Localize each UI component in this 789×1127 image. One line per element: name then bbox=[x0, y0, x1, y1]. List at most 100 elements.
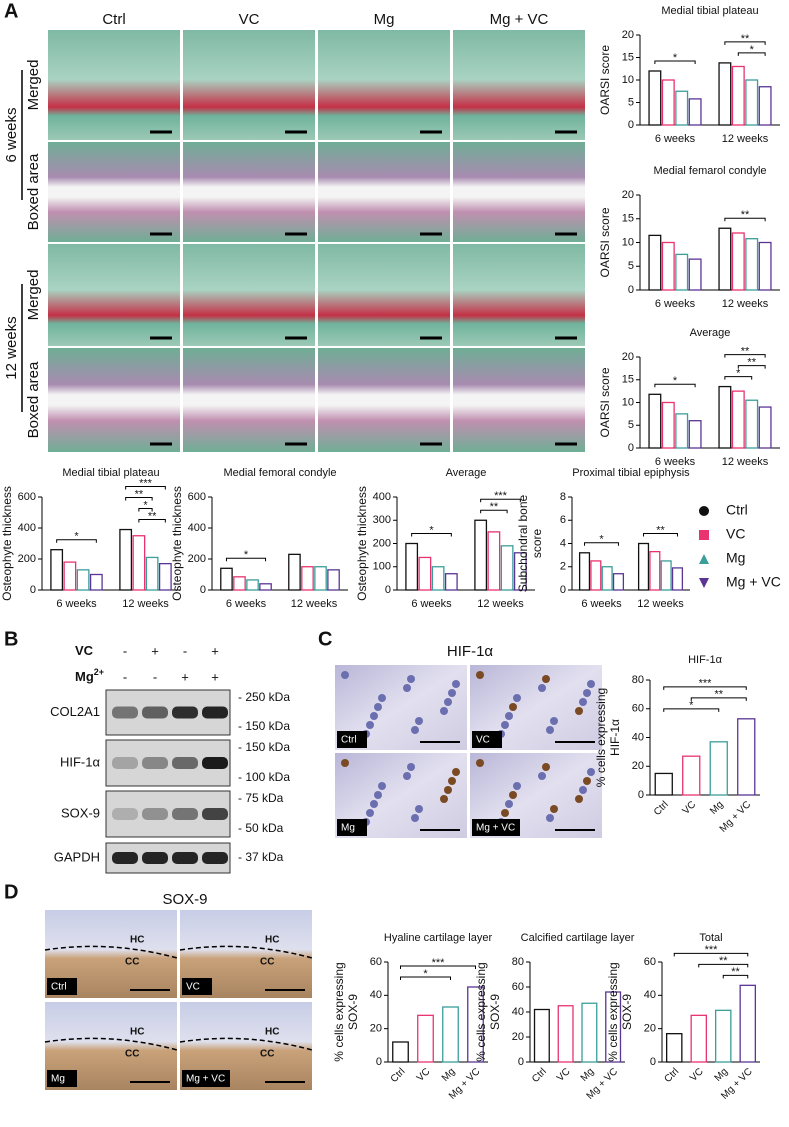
blot-band bbox=[112, 706, 138, 719]
cell-nucleus bbox=[341, 759, 349, 767]
significance-label: *** bbox=[139, 477, 153, 489]
x-tick-label: Mg bbox=[440, 1066, 458, 1084]
cell-nucleus bbox=[575, 707, 583, 715]
bar bbox=[745, 79, 759, 126]
bar bbox=[500, 545, 514, 591]
cell-nucleus bbox=[415, 717, 423, 725]
micrograph bbox=[318, 142, 450, 242]
cell-nucleus bbox=[575, 795, 583, 803]
cell-nucleus bbox=[513, 782, 521, 790]
bar bbox=[612, 573, 625, 591]
chart-title: Proximal tibial epiphysis bbox=[572, 467, 690, 479]
significance-bracket bbox=[724, 376, 753, 380]
bar bbox=[649, 550, 661, 591]
bar bbox=[739, 984, 756, 1063]
bar bbox=[418, 556, 432, 591]
micrograph bbox=[453, 30, 585, 140]
y-tick-label: 400 bbox=[373, 491, 391, 503]
bar bbox=[718, 227, 732, 291]
treatment-superscript: 2+ bbox=[94, 667, 104, 677]
chart-title: Medial femoral condyle bbox=[223, 467, 336, 479]
legend-marker bbox=[699, 530, 709, 540]
blot-band bbox=[202, 757, 228, 769]
legend-marker bbox=[699, 554, 709, 564]
panel-label: D bbox=[4, 881, 18, 903]
layer-label: HC bbox=[265, 935, 279, 946]
bar bbox=[301, 566, 314, 591]
bar bbox=[557, 1005, 574, 1063]
bar bbox=[50, 549, 64, 591]
image-label-box bbox=[337, 819, 367, 836]
y-tick-label: 2 bbox=[560, 561, 566, 573]
cell-nucleus bbox=[444, 786, 452, 794]
panel-label: C bbox=[318, 628, 332, 650]
cell-nucleus bbox=[538, 684, 546, 692]
x-tick-label: 12 weeks bbox=[477, 598, 524, 610]
x-tick-label: 12 weeks bbox=[722, 298, 769, 310]
cell-nucleus bbox=[579, 786, 587, 794]
cell-nucleus bbox=[583, 689, 591, 697]
blot-band bbox=[172, 852, 198, 864]
blot-band bbox=[112, 852, 138, 864]
x-tick-label: VC bbox=[688, 1066, 706, 1084]
y-tick-label: 60 bbox=[370, 956, 382, 968]
image-label: VC bbox=[186, 982, 200, 993]
bar bbox=[675, 90, 689, 126]
column-header: VC bbox=[239, 11, 260, 28]
significance-label: * bbox=[736, 367, 741, 379]
cell-nucleus bbox=[505, 800, 513, 808]
treatment-label: Mg2+ bbox=[75, 667, 104, 684]
bar bbox=[718, 62, 732, 126]
bar bbox=[581, 1002, 598, 1063]
cell-nucleus bbox=[415, 805, 423, 813]
cell-nucleus bbox=[366, 721, 374, 729]
panel-label: A bbox=[4, 0, 18, 22]
bar bbox=[661, 241, 675, 291]
image-label-box bbox=[472, 819, 520, 836]
significance-bracket bbox=[480, 498, 521, 503]
cell-nucleus bbox=[370, 712, 378, 720]
chart-title: HIF-1α bbox=[688, 654, 723, 666]
y-axis-label: Osteophyte thickness bbox=[0, 486, 14, 601]
cell-nucleus bbox=[403, 772, 411, 780]
bar bbox=[690, 1014, 707, 1063]
cell-nucleus bbox=[341, 671, 349, 679]
cell-nucleus bbox=[476, 671, 484, 679]
bar bbox=[660, 560, 672, 591]
micrograph bbox=[183, 30, 315, 140]
y-tick-label: 40 bbox=[644, 989, 656, 1001]
significance-bracket bbox=[724, 354, 766, 358]
cell-nucleus bbox=[366, 809, 374, 817]
y-tick-label: 15 bbox=[622, 51, 634, 63]
significance-bracket bbox=[225, 557, 267, 562]
bar bbox=[76, 569, 90, 591]
bar bbox=[578, 552, 591, 591]
layer-label: CC bbox=[260, 957, 274, 968]
bar bbox=[405, 542, 419, 591]
x-tick-label: Ctrl bbox=[652, 799, 671, 818]
image-label-box bbox=[337, 731, 367, 748]
cell-nucleus bbox=[587, 768, 595, 776]
significance-label: ** bbox=[656, 524, 665, 536]
blot-label: COL2A1 bbox=[50, 704, 100, 719]
bar bbox=[661, 401, 675, 449]
y-axis-label: SOX-9 bbox=[488, 994, 502, 1030]
bar bbox=[431, 566, 445, 591]
cell-nucleus bbox=[440, 707, 448, 715]
significance-bracket bbox=[643, 533, 678, 537]
treatment-sign: - bbox=[123, 643, 127, 658]
image-label: Mg + VC bbox=[186, 1074, 225, 1085]
bar bbox=[737, 718, 756, 796]
chart-title: Medial tibial plateau bbox=[661, 5, 758, 17]
blot-label: SOX-9 bbox=[61, 805, 100, 820]
layer-label: CC bbox=[125, 1049, 139, 1060]
cell-nucleus bbox=[374, 791, 382, 799]
significance-bracket bbox=[56, 539, 97, 543]
y-tick-label: 5 bbox=[628, 260, 634, 272]
cell-nucleus bbox=[403, 684, 411, 692]
y-tick-label: 5 bbox=[628, 419, 634, 431]
x-tick-label: 6 weeks bbox=[655, 456, 696, 468]
significance-bracket bbox=[663, 686, 747, 690]
row-view-label: Merged bbox=[25, 60, 42, 111]
significance-bracket bbox=[480, 509, 508, 514]
